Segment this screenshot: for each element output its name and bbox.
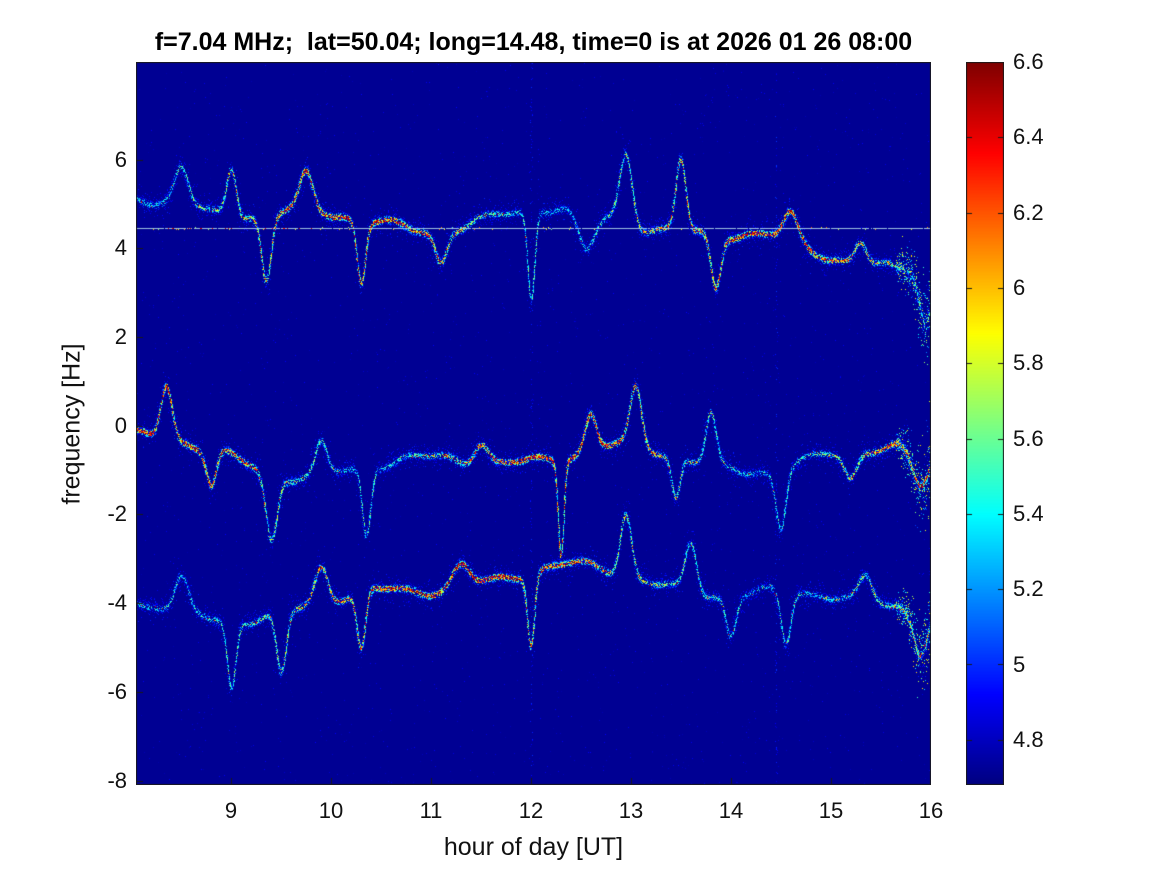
y-tick-label: -6 — [107, 678, 127, 704]
x-tick-label: 11 — [419, 798, 443, 823]
colorbar-tick-label: 5.6 — [1013, 425, 1044, 451]
y-tick-label: 2 — [114, 324, 127, 349]
x-tick-label: 16 — [918, 798, 944, 823]
y-tick-label: 4 — [114, 235, 127, 261]
chart-title: f=7.04 MHz; lat=50.04; long=14.48, time=… — [154, 28, 913, 56]
colorbar-tick-label: 6.4 — [1013, 124, 1044, 150]
x-tick-label: 10 — [318, 798, 344, 823]
y-tick-label: -4 — [107, 590, 127, 616]
colorbar-canvas — [966, 62, 1004, 785]
colorbar-tick-label: 6 — [1013, 274, 1026, 300]
x-tick-label: 14 — [718, 798, 744, 823]
colorbar-tick-label: 5 — [1013, 651, 1026, 677]
colorbar-tick-label: 5.2 — [1013, 576, 1044, 602]
x-axis-label: hour of day [UT] — [443, 833, 624, 861]
colorbar-tick-label: 5.8 — [1013, 350, 1044, 376]
y-tick-label: -2 — [107, 501, 127, 527]
spectrogram-canvas — [136, 62, 931, 785]
x-tick-label: 12 — [518, 798, 544, 823]
y-tick-label: 6 — [114, 146, 127, 172]
y-tick-label: -8 — [107, 767, 127, 793]
colorbar-tick-label: 6.6 — [1013, 49, 1044, 74]
x-tick-label: 15 — [818, 798, 844, 823]
colorbar-tick-label: 6.2 — [1013, 199, 1044, 225]
colorbar-tick-label: 4.8 — [1013, 726, 1044, 752]
spectrogram-plot — [136, 62, 931, 785]
x-tick-label: 9 — [224, 798, 238, 823]
colorbar-tick-label: 5.4 — [1013, 500, 1044, 526]
x-tick-label: 13 — [618, 798, 644, 823]
y-tick-label: 0 — [114, 412, 127, 438]
colorbar — [966, 62, 1004, 785]
